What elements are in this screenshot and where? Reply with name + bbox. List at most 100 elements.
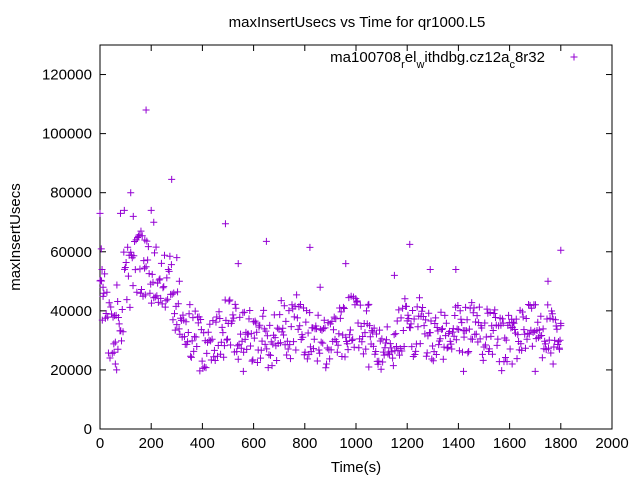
data-point <box>162 297 170 305</box>
data-point <box>323 344 331 352</box>
data-point <box>410 315 418 323</box>
data-point <box>102 309 110 317</box>
data-point <box>374 360 382 368</box>
data-point <box>212 318 220 326</box>
data-point <box>257 354 265 362</box>
data-point <box>130 252 138 260</box>
data-point <box>482 333 490 341</box>
data-point <box>217 350 225 358</box>
data-point <box>310 345 318 353</box>
data-point <box>144 243 152 251</box>
data-point <box>140 257 148 265</box>
data-point <box>187 353 195 361</box>
data-point <box>432 351 440 359</box>
data-point <box>330 313 338 321</box>
data-point <box>159 284 167 292</box>
data-point <box>243 345 251 353</box>
data-point <box>366 322 374 330</box>
data-point <box>306 243 314 251</box>
data-point <box>316 349 324 357</box>
data-point <box>147 206 155 214</box>
data-point <box>131 237 139 245</box>
data-point <box>142 106 150 114</box>
data-point <box>113 281 121 289</box>
data-point <box>211 357 219 365</box>
data-point <box>141 291 149 299</box>
data-point <box>348 337 356 345</box>
y-tick-label: 100000 <box>42 126 92 143</box>
data-point <box>416 340 424 348</box>
data-point <box>170 289 178 297</box>
data-point <box>155 276 163 284</box>
data-point <box>273 357 281 365</box>
data-point <box>557 322 565 330</box>
data-point <box>313 357 321 365</box>
data-point <box>219 329 227 337</box>
data-point <box>252 319 260 327</box>
data-point <box>157 259 165 267</box>
data-point <box>205 336 213 344</box>
data-point <box>526 301 534 309</box>
data-point <box>386 340 394 348</box>
data-point <box>202 364 210 372</box>
data-point <box>524 329 532 337</box>
data-point <box>399 327 407 335</box>
data-point <box>375 357 383 365</box>
data-point <box>259 312 267 320</box>
data-point <box>142 263 150 271</box>
x-tick-label: 1000 <box>339 435 372 452</box>
data-point <box>321 324 329 332</box>
data-point <box>464 349 472 357</box>
data-point <box>256 321 264 329</box>
data-point <box>293 291 301 299</box>
y-tick-label: 80000 <box>50 185 92 202</box>
data-point <box>443 344 451 352</box>
data-point <box>482 341 490 349</box>
data-point <box>521 344 529 352</box>
data-point <box>412 347 420 355</box>
data-point <box>337 308 345 316</box>
data-point <box>237 344 245 352</box>
data-point <box>232 304 240 312</box>
data-point <box>171 326 179 334</box>
data-point <box>204 328 212 336</box>
data-point <box>486 308 494 316</box>
data-point <box>153 292 161 300</box>
y-tick-label: 120000 <box>42 67 92 84</box>
data-point <box>263 345 271 353</box>
data-point <box>409 307 417 315</box>
data-point <box>349 335 357 343</box>
data-point <box>268 362 276 370</box>
data-point <box>127 248 135 256</box>
data-point <box>476 335 484 343</box>
x-tick-label: 1800 <box>544 435 577 452</box>
data-point <box>455 325 463 333</box>
x-tick-label: 1600 <box>493 435 526 452</box>
data-point <box>543 315 551 323</box>
data-point <box>319 325 327 333</box>
y-axis-label: maxInsertUsecs <box>7 183 24 291</box>
data-point <box>478 350 486 358</box>
data-point <box>393 317 401 325</box>
data-point <box>226 296 234 304</box>
data-point <box>290 313 298 321</box>
data-point <box>323 360 331 368</box>
data-point <box>214 342 222 350</box>
data-point <box>406 240 414 248</box>
data-point <box>147 299 155 307</box>
data-point <box>234 260 242 268</box>
data-point <box>455 347 463 355</box>
data-point <box>261 340 269 348</box>
data-point <box>264 364 272 372</box>
data-point <box>546 314 554 322</box>
data-point <box>364 301 372 309</box>
data-point <box>505 311 513 319</box>
data-point <box>437 308 445 316</box>
data-point <box>269 340 277 348</box>
scatter-points <box>96 106 565 375</box>
legend-marker <box>570 53 578 61</box>
data-point <box>362 345 370 353</box>
data-point <box>237 330 245 338</box>
data-point <box>265 351 273 359</box>
data-point <box>179 311 187 319</box>
